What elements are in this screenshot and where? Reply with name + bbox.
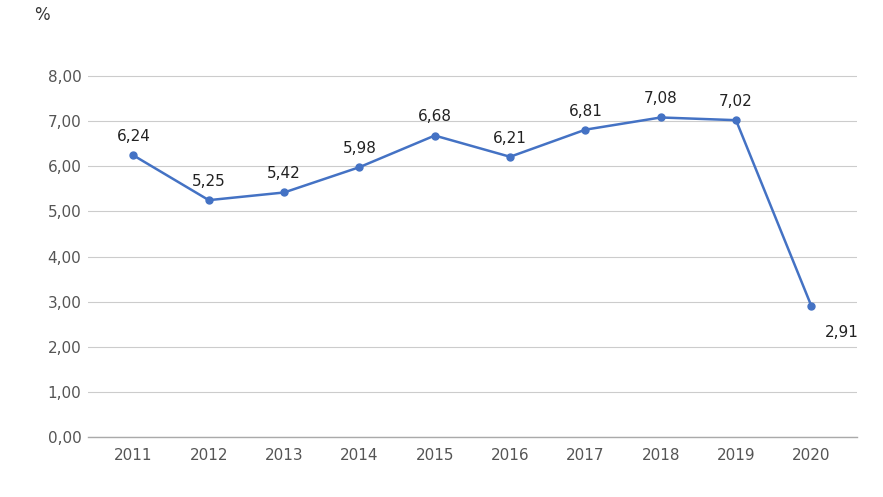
Text: 6,21: 6,21 xyxy=(493,131,527,146)
Text: %: % xyxy=(34,6,50,24)
Text: 2,91: 2,91 xyxy=(826,326,859,340)
Text: 7,02: 7,02 xyxy=(719,94,753,109)
Text: 6,24: 6,24 xyxy=(117,129,150,144)
Text: 6,68: 6,68 xyxy=(418,109,452,124)
Text: 5,42: 5,42 xyxy=(268,166,301,181)
Text: 6,81: 6,81 xyxy=(569,103,602,119)
Text: 5,25: 5,25 xyxy=(192,174,226,189)
Text: 5,98: 5,98 xyxy=(343,141,376,156)
Text: 7,08: 7,08 xyxy=(644,91,677,106)
